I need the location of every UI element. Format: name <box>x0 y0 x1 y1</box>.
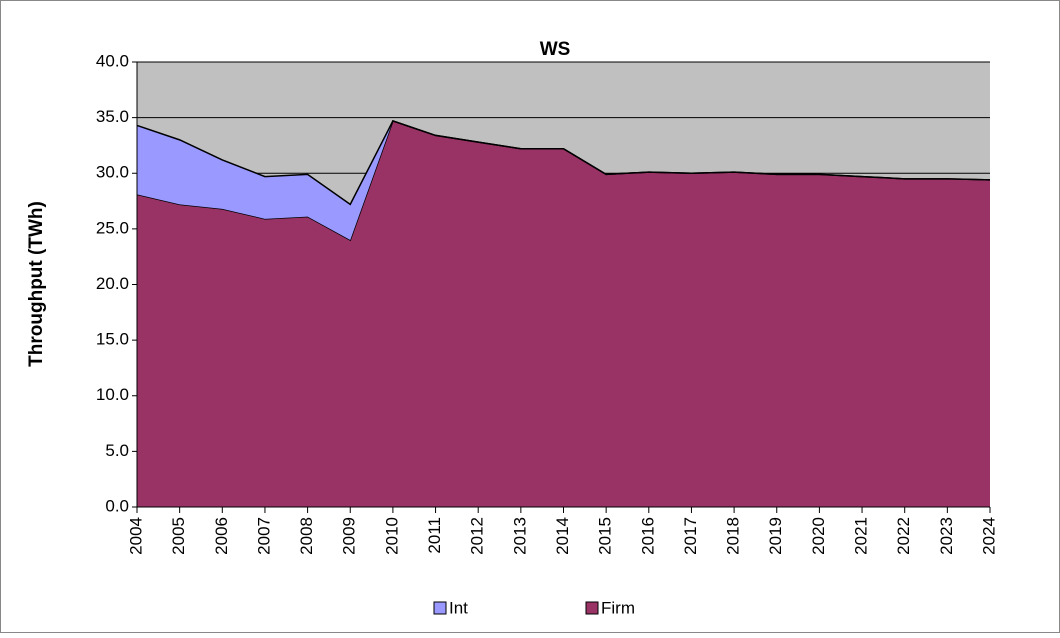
y-tick-label: 40.0 <box>96 51 129 70</box>
y-axis-title: Throughput (TWh) <box>26 201 47 367</box>
x-tick-label: 2020 <box>809 517 828 555</box>
x-tick-label: 2021 <box>852 517 871 555</box>
x-tick-label: 2018 <box>724 517 743 555</box>
x-tick-label: 2008 <box>297 517 316 555</box>
x-tick-label: 2024 <box>979 517 998 555</box>
y-tick-label: 30.0 <box>96 163 129 182</box>
area-fill <box>137 120 990 240</box>
legend-label: Int <box>449 598 468 617</box>
y-tick-label: 0.0 <box>105 496 129 515</box>
y-tick-label: 35.0 <box>96 107 129 126</box>
legend-swatch <box>433 601 447 615</box>
x-tick-label: 2012 <box>468 517 487 555</box>
x-tick-label: 2015 <box>596 517 615 555</box>
area-fill <box>137 120 990 508</box>
legend-label: Firm <box>601 598 635 617</box>
x-tick-label: 2009 <box>340 517 359 555</box>
y-tick-label: 10.0 <box>96 385 129 404</box>
x-tick-label: 2022 <box>894 517 913 555</box>
x-tick-label: 2023 <box>937 517 956 555</box>
x-tick-label: 2007 <box>254 517 273 555</box>
area-line <box>136 120 991 206</box>
y-tick-label: 5.0 <box>105 441 129 460</box>
x-tick-label: 2010 <box>382 517 401 555</box>
x-tick-label: 2013 <box>510 517 529 555</box>
x-tick-label: 2006 <box>212 517 231 555</box>
x-tick-label: 2004 <box>126 517 145 555</box>
x-tick-label: 2014 <box>553 517 572 555</box>
y-tick-label: 15.0 <box>96 330 129 349</box>
x-tick-label: 2011 <box>425 517 444 554</box>
x-tick-label: 2016 <box>638 517 657 555</box>
x-tick-label: 2019 <box>766 517 785 555</box>
x-tick-label: 2017 <box>681 517 700 555</box>
x-tick-label: 2005 <box>169 517 188 555</box>
y-tick-label: 20.0 <box>96 274 129 293</box>
chart-title: WS <box>540 39 571 60</box>
y-tick-label: 25.0 <box>96 218 129 237</box>
legend-swatch <box>585 601 599 615</box>
